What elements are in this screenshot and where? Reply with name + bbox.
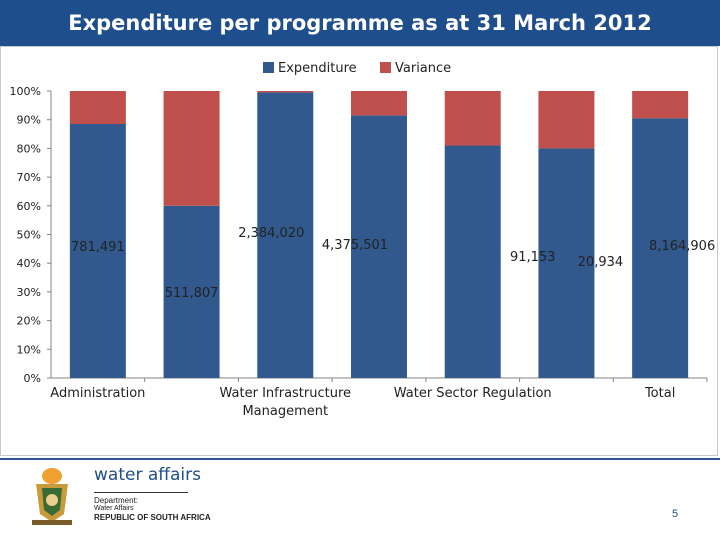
y-tick-label: 20%	[17, 315, 41, 328]
bar-variance	[163, 91, 220, 206]
bar-expenditure	[163, 205, 220, 378]
bar-variance	[538, 91, 595, 149]
bar-variance	[632, 91, 689, 119]
data-label: 20,934	[578, 255, 624, 270]
footer-rule	[0, 458, 720, 460]
y-tick-label: 100%	[10, 85, 41, 98]
bar-variance	[69, 91, 126, 125]
bar-expenditure	[351, 115, 407, 379]
y-tick-label: 90%	[17, 114, 41, 127]
bar-expenditure	[69, 124, 126, 378]
y-tick-label: 80%	[17, 142, 41, 155]
bar-expenditure	[632, 118, 689, 378]
legend-swatch	[263, 62, 274, 73]
page-number: 5	[671, 508, 679, 520]
x-category-label: Water Sector Regulation	[394, 386, 552, 401]
brand-name: water affairs	[94, 465, 201, 485]
data-label: 511,807	[165, 286, 219, 301]
data-label: 4,375,501	[322, 238, 388, 253]
slide-title: Expenditure per programme as at 31 March…	[68, 11, 652, 35]
country-name: REPUBLIC OF SOUTH AFRICA	[94, 513, 211, 522]
y-tick-label: 70%	[17, 171, 41, 184]
data-label: 781,491	[71, 240, 125, 255]
y-tick-label: 50%	[17, 229, 41, 242]
bar-expenditure	[257, 92, 314, 378]
y-tick-label: 40%	[17, 257, 41, 270]
y-tick-label: 30%	[17, 286, 41, 299]
y-tick-label: 60%	[17, 200, 41, 213]
stacked-bar-chart: 0% 10% 20% 30% 40% 50% 60% 70% 80% 90% 100% Adminis…	[10, 61, 716, 419]
legend-label: Variance	[395, 61, 451, 76]
bar-variance	[351, 91, 407, 116]
x-category-label: Administration	[50, 386, 145, 401]
data-label: 2,384,020	[238, 226, 304, 241]
title-bar	[0, 0, 720, 46]
bar-expenditure	[444, 145, 501, 378]
y-tick-label: 0%	[24, 372, 41, 385]
department-label: Department:	[94, 496, 139, 505]
legend-swatch	[380, 62, 391, 73]
y-tick-label: 10%	[17, 343, 41, 356]
department-name: Water Affairs	[94, 505, 134, 512]
bar-variance	[257, 91, 314, 93]
data-label: 8,164,906	[649, 239, 715, 254]
bar-variance	[444, 91, 501, 146]
bar-expenditure	[538, 148, 595, 378]
chart-frame: 0% 10% 20% 30% 40% 50% 60% 70% 80% 90% 100% Adminis…	[0, 46, 718, 456]
brand-rule	[94, 492, 188, 493]
x-category-label: Total	[644, 386, 675, 401]
legend-label: Expenditure	[278, 61, 357, 76]
data-label: 91,153	[510, 250, 556, 265]
coat-of-arms-logo	[30, 462, 200, 528]
x-category-label: Management	[242, 404, 328, 419]
x-category-label: Water Infrastructure	[220, 386, 352, 401]
